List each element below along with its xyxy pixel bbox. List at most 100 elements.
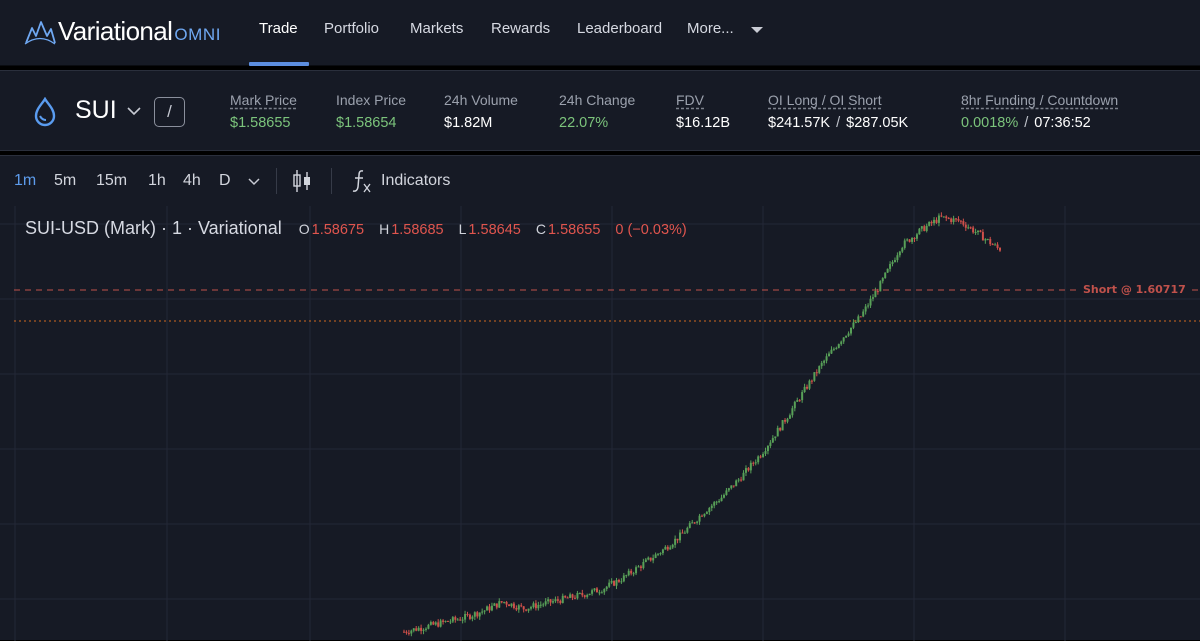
timeframe-15m[interactable]: 15m [96, 172, 128, 189]
candle-body [852, 322, 855, 328]
nav-more[interactable]: More... [687, 20, 734, 37]
candle-body [583, 595, 586, 597]
short-position-label: Short @ 1.60717 [1083, 283, 1186, 296]
indicators-fx-icon[interactable] [351, 168, 373, 194]
candle-body [478, 612, 481, 617]
ohlc-low-key: L [458, 221, 467, 237]
candle-body [798, 400, 801, 402]
separator: / [1024, 115, 1029, 131]
indicators-button[interactable]: Indicators [381, 172, 451, 189]
candle-body [879, 281, 882, 292]
more-caret-icon[interactable] [750, 25, 764, 35]
ohlc-open-key: O [298, 221, 310, 237]
candle-body [913, 237, 916, 239]
candle-body [730, 485, 733, 489]
stat-label: 24h Volume [444, 92, 518, 108]
candle-body [566, 597, 569, 599]
oi-short-value: $287.05K [846, 115, 909, 131]
candle-body [720, 497, 723, 502]
stat-label[interactable]: Mark Price [230, 92, 297, 108]
candle-body [779, 427, 782, 431]
candle-body [693, 522, 696, 524]
oi-long-value: $241.57K [768, 115, 831, 131]
candle-body [683, 532, 686, 534]
stat-label[interactable]: FDV [676, 92, 704, 108]
nav-rewards[interactable]: Rewards [491, 20, 551, 37]
candle-body [434, 622, 437, 625]
candle-body [454, 617, 457, 620]
candle-body [808, 380, 811, 389]
asset-selector[interactable]: SUI [0, 71, 220, 152]
price-chart[interactable] [0, 156, 1200, 641]
active-tab-indicator [249, 62, 309, 66]
candle-body [857, 316, 860, 323]
stat-24h-change: 24h Change 22.07% [559, 92, 635, 131]
candle-body [488, 606, 491, 611]
timeframe-4h[interactable]: 4h [183, 172, 201, 189]
nav-leaderboard[interactable]: Leaderboard [577, 20, 663, 37]
candle-body [407, 632, 410, 634]
stat-label: Index Price [336, 92, 407, 108]
candle-body [999, 247, 1001, 251]
timeframe-d[interactable]: D [219, 172, 231, 189]
stat-label[interactable]: OI Long / OI Short [768, 92, 882, 108]
candle-body [710, 505, 713, 509]
market-header: SUI / Mark Price $1.58655 Index Price $1… [0, 70, 1200, 151]
candle-body [950, 218, 953, 222]
candle-body [439, 620, 442, 627]
chevron-down-icon[interactable] [248, 178, 260, 186]
candle-body [471, 616, 474, 619]
slash-button[interactable]: / [154, 97, 185, 127]
oi-values: $241.57K / $287.05K [768, 115, 908, 131]
candle-body [642, 561, 645, 568]
timeframe-1m[interactable]: 1m [14, 172, 37, 189]
nav-trade[interactable]: Trade [259, 20, 298, 37]
candle-body [920, 226, 923, 229]
candle-body [959, 220, 962, 222]
candle-body [762, 453, 765, 458]
nav-portfolio[interactable]: Portfolio [324, 20, 380, 37]
candle-body [991, 244, 994, 246]
candle-body [561, 595, 564, 603]
candle-body [652, 557, 655, 561]
timeframe-5m[interactable]: 5m [54, 172, 77, 189]
candle-body [940, 215, 943, 217]
chart-legend: SUI-USD (Mark) · 1 · Variational O 1.5867… [25, 218, 697, 239]
candle-body [527, 608, 530, 611]
candlestick-type-icon[interactable] [291, 169, 313, 193]
candle-body [933, 219, 936, 224]
candle-body [732, 485, 735, 487]
candle-body [713, 502, 716, 506]
candle-body [806, 386, 809, 389]
candle-body [735, 480, 738, 487]
candle-body [495, 603, 498, 608]
candle-body [420, 627, 423, 631]
candle-body [412, 628, 415, 631]
stat-label[interactable]: 8hr Funding / Countdown [961, 92, 1119, 108]
candle-body [647, 557, 650, 560]
chart-panel: 1m 5m 15m 1h 4h D Indicators SUI-USD (Ma… [0, 155, 1200, 641]
candle-body [427, 624, 430, 629]
candle-body [424, 628, 427, 630]
timeframe-1h[interactable]: 1h [148, 172, 166, 189]
candle-body [869, 298, 872, 306]
candle-body [578, 592, 581, 594]
candle-body [617, 579, 620, 582]
change-value: 22.07% [559, 115, 609, 131]
candle-body [881, 278, 884, 282]
brand-logo[interactable]: Variational OMNI [24, 16, 221, 47]
candle-body [810, 380, 813, 382]
candlestick-series [403, 212, 1001, 637]
candle-body [615, 579, 618, 586]
candle-body [884, 272, 887, 279]
candle-body [742, 472, 745, 481]
candle-body [437, 622, 440, 627]
candle-body [522, 606, 525, 610]
candle-body [654, 554, 657, 558]
candle-body [972, 227, 975, 233]
candle-body [415, 628, 418, 631]
nav-markets[interactable]: Markets [410, 20, 464, 37]
candle-body [981, 231, 984, 241]
candle-body [622, 575, 625, 582]
brand-name: Variational [58, 16, 173, 46]
